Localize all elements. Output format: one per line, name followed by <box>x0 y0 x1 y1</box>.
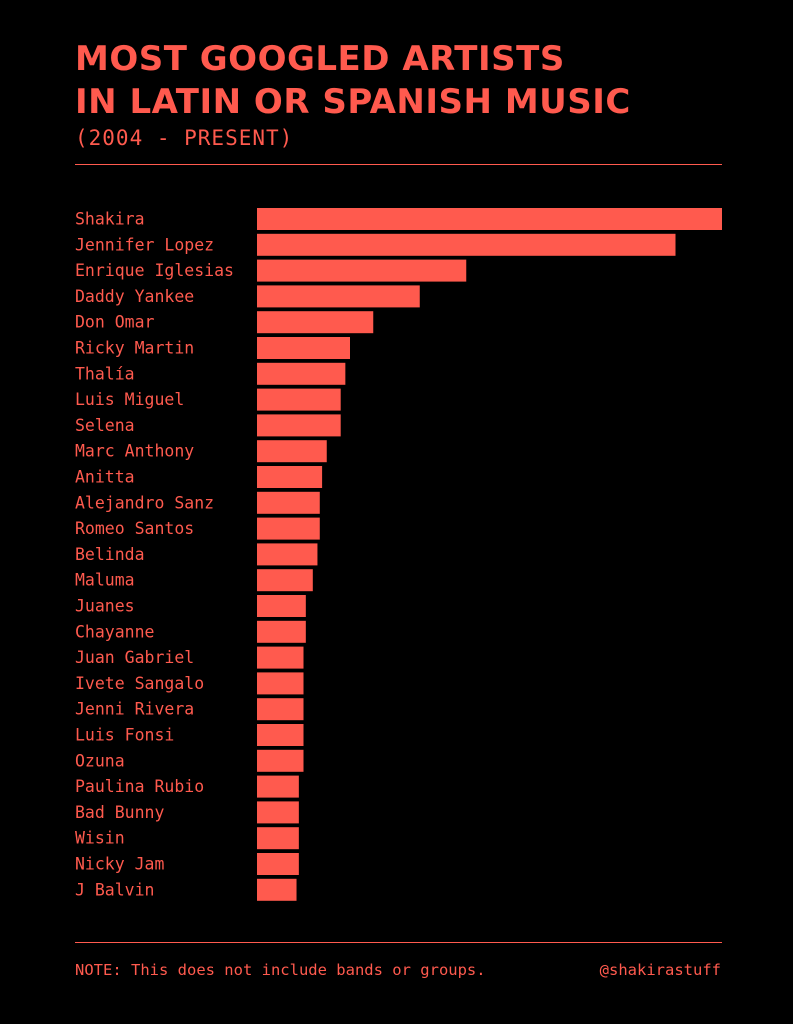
bar <box>257 233 676 256</box>
bar <box>257 259 467 282</box>
category-label: Thalía <box>75 364 135 383</box>
bar <box>257 208 722 230</box>
bar <box>257 569 313 592</box>
bar <box>257 517 320 540</box>
category-label: Anitta <box>75 468 135 487</box>
category-label: Alejandro Sanz <box>75 493 214 512</box>
category-label: Ozuna <box>75 751 125 770</box>
bar <box>257 672 304 695</box>
category-label: Belinda <box>75 545 145 564</box>
bar <box>257 595 306 617</box>
category-label: Don Omar <box>75 313 155 332</box>
category-label: Maluma <box>75 571 135 590</box>
category-label: Luis Miguel <box>75 390 184 409</box>
bar <box>257 853 299 875</box>
bar <box>257 749 304 772</box>
category-label: Jennifer Lopez <box>75 235 214 254</box>
category-label: Juan Gabriel <box>75 648 194 667</box>
category-label: Wisin <box>75 829 125 848</box>
bar <box>257 724 304 746</box>
bar <box>257 285 420 308</box>
bar <box>257 440 327 463</box>
bar <box>257 491 320 514</box>
category-label: Luis Fonsi <box>75 726 174 745</box>
category-label: Selena <box>75 416 135 435</box>
category-label: Juanes <box>75 597 135 616</box>
bar <box>257 337 350 359</box>
bar <box>257 775 299 798</box>
bar <box>257 466 323 488</box>
bar <box>257 827 299 850</box>
chart-title: MOST GOOGLED ARTISTS IN LATIN OR SPANISH… <box>75 38 735 124</box>
category-label: J Balvin <box>75 880 154 899</box>
bar <box>257 388 341 411</box>
category-label: Paulina Rubio <box>75 777 204 796</box>
bar <box>257 620 306 643</box>
bar <box>257 878 297 901</box>
category-label: Chayanne <box>75 622 154 641</box>
category-label: Ricky Martin <box>75 339 194 358</box>
bar <box>257 801 299 824</box>
footer-handle: @shakirastuff <box>599 961 721 979</box>
bar <box>257 698 304 721</box>
bar <box>257 646 304 669</box>
category-label: Nicky Jam <box>75 855 164 874</box>
chart-title-line-1: MOST GOOGLED ARTISTS <box>75 39 565 79</box>
category-label: Ivete Sangalo <box>75 674 204 693</box>
category-label: Bad Bunny <box>75 803 164 822</box>
category-label: Jenni Rivera <box>75 700 194 719</box>
category-label: Daddy Yankee <box>75 287 194 306</box>
bottom-divider <box>75 942 722 943</box>
bar <box>257 543 318 566</box>
top-divider <box>75 164 722 165</box>
category-label: Enrique Iglesias <box>75 261 234 280</box>
footer-note: NOTE: This does not include bands or gro… <box>75 961 486 979</box>
bar <box>257 414 341 437</box>
chart-subtitle: (2004 - PRESENT) <box>75 126 294 150</box>
chart-title-line-2: IN LATIN OR SPANISH MUSIC <box>75 82 631 122</box>
category-label: Shakira <box>75 210 145 229</box>
category-label: Marc Anthony <box>75 442 194 461</box>
category-label: Romeo Santos <box>75 519 194 538</box>
bar <box>257 311 374 334</box>
bar <box>257 362 346 385</box>
